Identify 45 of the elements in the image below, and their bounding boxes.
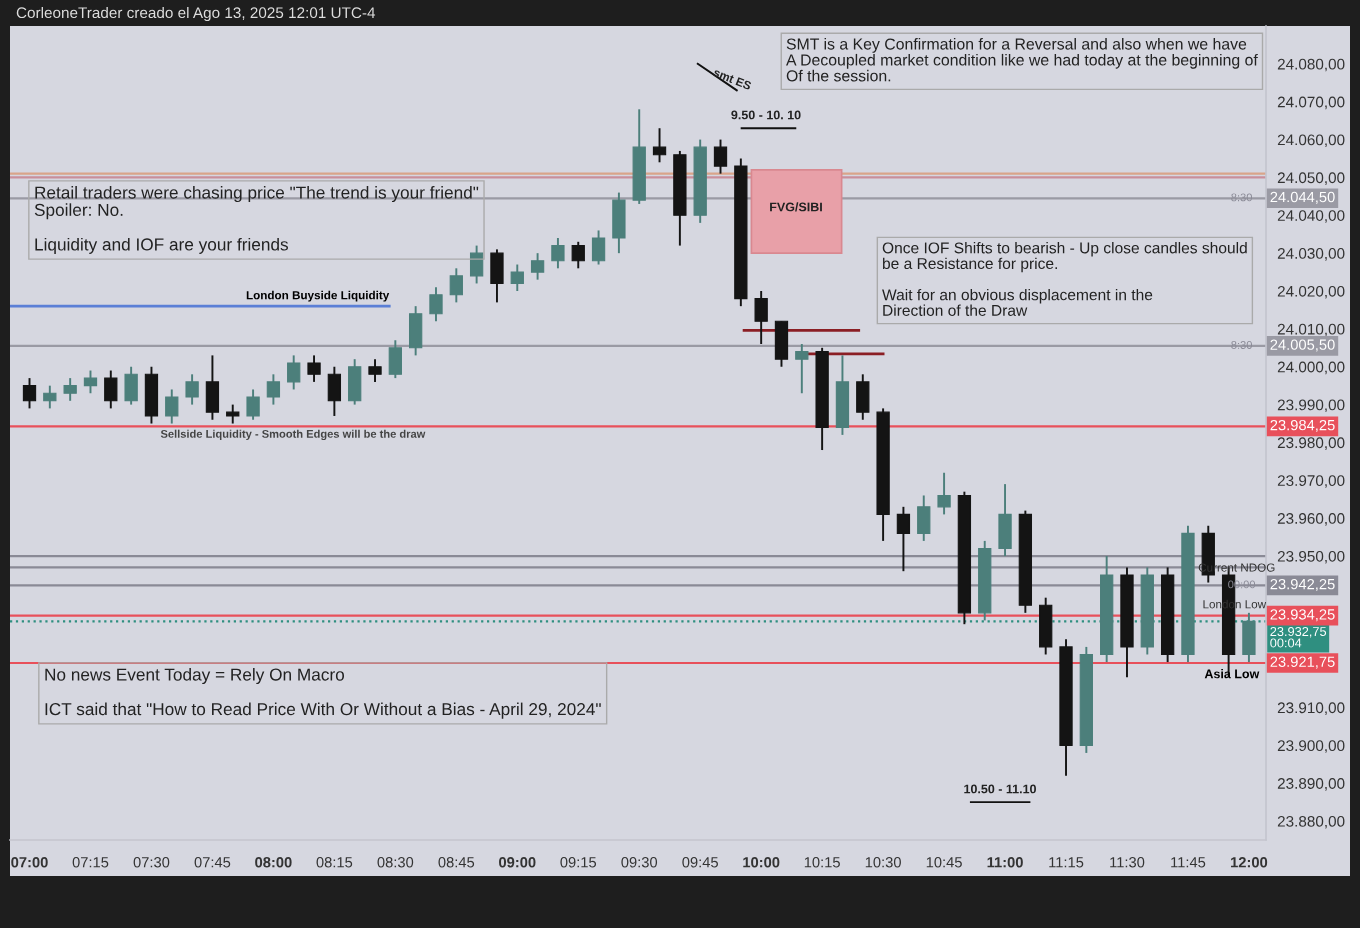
candlestick [63, 377, 77, 402]
candlestick [571, 240, 585, 270]
candlestick [652, 127, 667, 164]
candlestick [754, 290, 768, 345]
annotation: Retail traders were chasing price "The trend is your friend" Spoiler: No. Liquidity and IOF are your friends [34, 186, 479, 254]
candlestick [287, 354, 301, 391]
candlestick [408, 305, 423, 357]
candlestick [591, 229, 606, 266]
candlestick [22, 377, 37, 410]
candlestick [612, 191, 626, 255]
candlestick [510, 263, 524, 292]
candlestick [348, 358, 362, 406]
candlestick [429, 286, 443, 323]
candlestick [368, 358, 382, 383]
candlestick [327, 365, 342, 417]
candlestick [226, 403, 240, 425]
candlestick [896, 505, 911, 573]
candlestick [856, 373, 870, 421]
candlestick [185, 373, 199, 406]
candlestick [469, 244, 484, 285]
candlestick [1242, 611, 1256, 664]
candlestick [104, 369, 118, 410]
candlestick [43, 384, 57, 410]
candlestick [83, 369, 98, 395]
annotation: No news Event Today = Rely On Macro ICT said that "How to Read Price With Or Without a Bias - April 29, 2024" [45, 668, 601, 719]
candlestick [998, 483, 1012, 558]
candlestick [795, 343, 809, 395]
candlestick [165, 388, 179, 425]
candlestick [713, 138, 728, 175]
candlestick [388, 339, 402, 380]
candlestick [917, 494, 931, 542]
candlestick [144, 365, 159, 425]
candlestick [490, 248, 504, 304]
candlestick [551, 237, 565, 270]
candlestick [124, 365, 138, 406]
candlestick [307, 354, 321, 383]
candlestick [205, 354, 220, 421]
candlestick [1039, 596, 1053, 656]
candlestick [937, 471, 951, 516]
candlestick [266, 373, 281, 406]
candlestick [449, 267, 463, 304]
candlestick [835, 354, 850, 436]
candlestick [774, 320, 789, 368]
candlestick [530, 252, 545, 281]
candlestick [246, 388, 260, 421]
